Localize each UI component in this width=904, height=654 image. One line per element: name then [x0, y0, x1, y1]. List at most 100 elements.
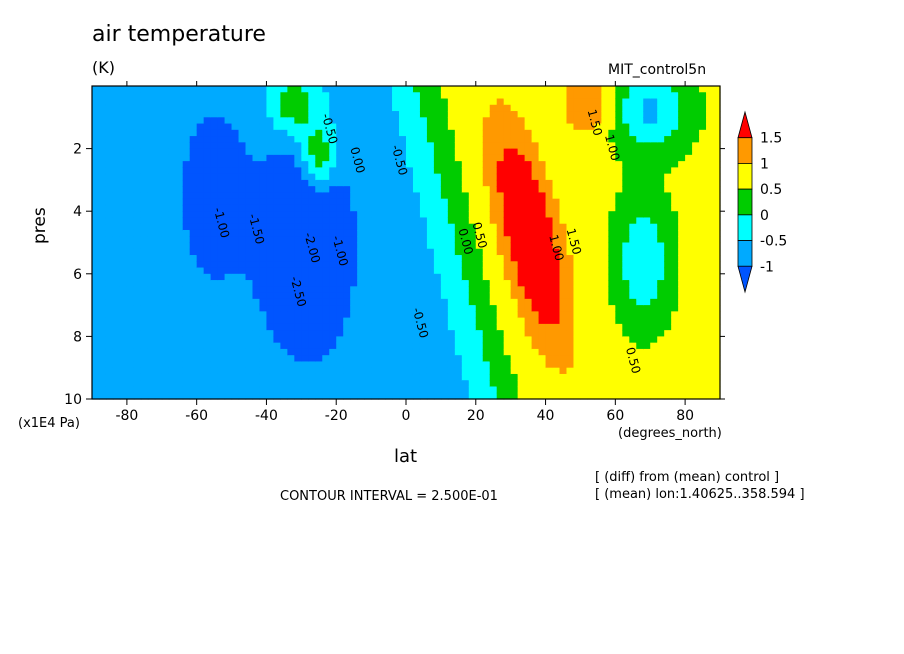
- field-cell: [664, 161, 672, 168]
- field-cell: [196, 161, 205, 168]
- field-cell: [517, 273, 526, 281]
- field-cell: [168, 336, 177, 344]
- field-cell: [147, 323, 156, 331]
- field-cell: [664, 129, 672, 137]
- field-cell: [378, 248, 386, 256]
- field-cell: [105, 323, 114, 331]
- field-cell: [203, 136, 212, 143]
- field-cell: [182, 348, 191, 356]
- field-cell: [371, 298, 379, 306]
- field-cell: [524, 317, 533, 325]
- field-cell: [98, 86, 107, 93]
- field-cell: [419, 186, 428, 194]
- field-cell: [217, 336, 226, 344]
- field-cell: [587, 192, 595, 200]
- field-cell: [433, 380, 442, 388]
- field-cell: [217, 92, 226, 100]
- field-cell: [252, 161, 261, 168]
- field-cell: [238, 98, 247, 106]
- field-cell: [566, 186, 575, 194]
- field-cell: [440, 186, 449, 194]
- field-cell: [308, 92, 316, 100]
- field-cell: [112, 280, 121, 287]
- field-cell: [713, 342, 721, 350]
- field-cell: [482, 242, 491, 250]
- field-cell: [517, 286, 526, 294]
- field-cell: [489, 248, 498, 256]
- field-cell: [378, 392, 386, 400]
- field-cell: [126, 229, 135, 237]
- field-cell: [252, 361, 261, 369]
- field-cell: [385, 142, 393, 150]
- field-cell: [392, 192, 400, 200]
- field-cell: [175, 355, 184, 363]
- field-cell: [259, 136, 268, 143]
- field-cell: [433, 242, 442, 250]
- field-cell: [573, 336, 582, 344]
- field-cell: [552, 323, 561, 331]
- field-cell: [196, 98, 205, 106]
- field-cell: [524, 348, 533, 356]
- field-cell: [496, 223, 505, 231]
- field-cell: [343, 192, 351, 200]
- field-cell: [182, 223, 191, 231]
- field-cell: [629, 280, 637, 287]
- field-cell: [196, 223, 205, 231]
- field-cell: [168, 273, 177, 281]
- field-cell: [147, 373, 156, 381]
- field-cell: [685, 211, 693, 219]
- field-cell: [308, 148, 316, 156]
- field-cell: [329, 211, 337, 219]
- field-cell: [112, 330, 121, 337]
- field-cell: [301, 167, 309, 175]
- field-cell: [126, 330, 135, 337]
- field-cell: [559, 236, 568, 244]
- field-cell: [308, 280, 316, 287]
- field-cell: [140, 186, 149, 194]
- field-cell: [685, 92, 693, 100]
- field-cell: [552, 211, 561, 219]
- field-cell: [468, 111, 477, 118]
- field-cell: [189, 186, 198, 194]
- field-cell: [231, 242, 240, 250]
- field-cell: [119, 86, 128, 93]
- field-cell: [573, 355, 582, 363]
- field-cell: [182, 129, 191, 137]
- field-cell: [587, 311, 595, 319]
- field-cell: [252, 186, 261, 194]
- field-cell: [489, 179, 498, 187]
- field-cell: [259, 380, 268, 388]
- field-cell: [699, 229, 707, 237]
- field-cell: [622, 261, 630, 269]
- field-cell: [392, 236, 400, 244]
- field-cell: [580, 117, 589, 125]
- field-cell: [510, 298, 519, 306]
- field-cell: [357, 355, 365, 363]
- field-cell: [678, 86, 686, 93]
- field-cell: [412, 223, 421, 231]
- field-cell: [315, 348, 323, 356]
- field-cell: [510, 167, 519, 175]
- field-cell: [210, 148, 219, 156]
- field-cell: [343, 236, 351, 244]
- field-cell: [280, 179, 288, 187]
- field-cell: [594, 136, 602, 143]
- field-cell: [706, 292, 714, 300]
- field-cell: [350, 355, 358, 363]
- field-cell: [217, 129, 226, 137]
- field-cell: [350, 86, 358, 93]
- field-cell: [154, 154, 163, 162]
- field-cell: [419, 148, 428, 156]
- field-cell: [196, 367, 205, 375]
- field-cell: [692, 273, 700, 281]
- field-cell: [245, 148, 254, 156]
- field-cell: [343, 392, 351, 400]
- field-cell: [475, 298, 484, 306]
- field-cell: [168, 136, 177, 143]
- field-cell: [217, 342, 226, 350]
- field-cell: [440, 211, 449, 219]
- field-cell: [301, 223, 309, 231]
- field-cell: [475, 280, 484, 287]
- field-cell: [608, 154, 616, 162]
- field-cell: [98, 117, 107, 125]
